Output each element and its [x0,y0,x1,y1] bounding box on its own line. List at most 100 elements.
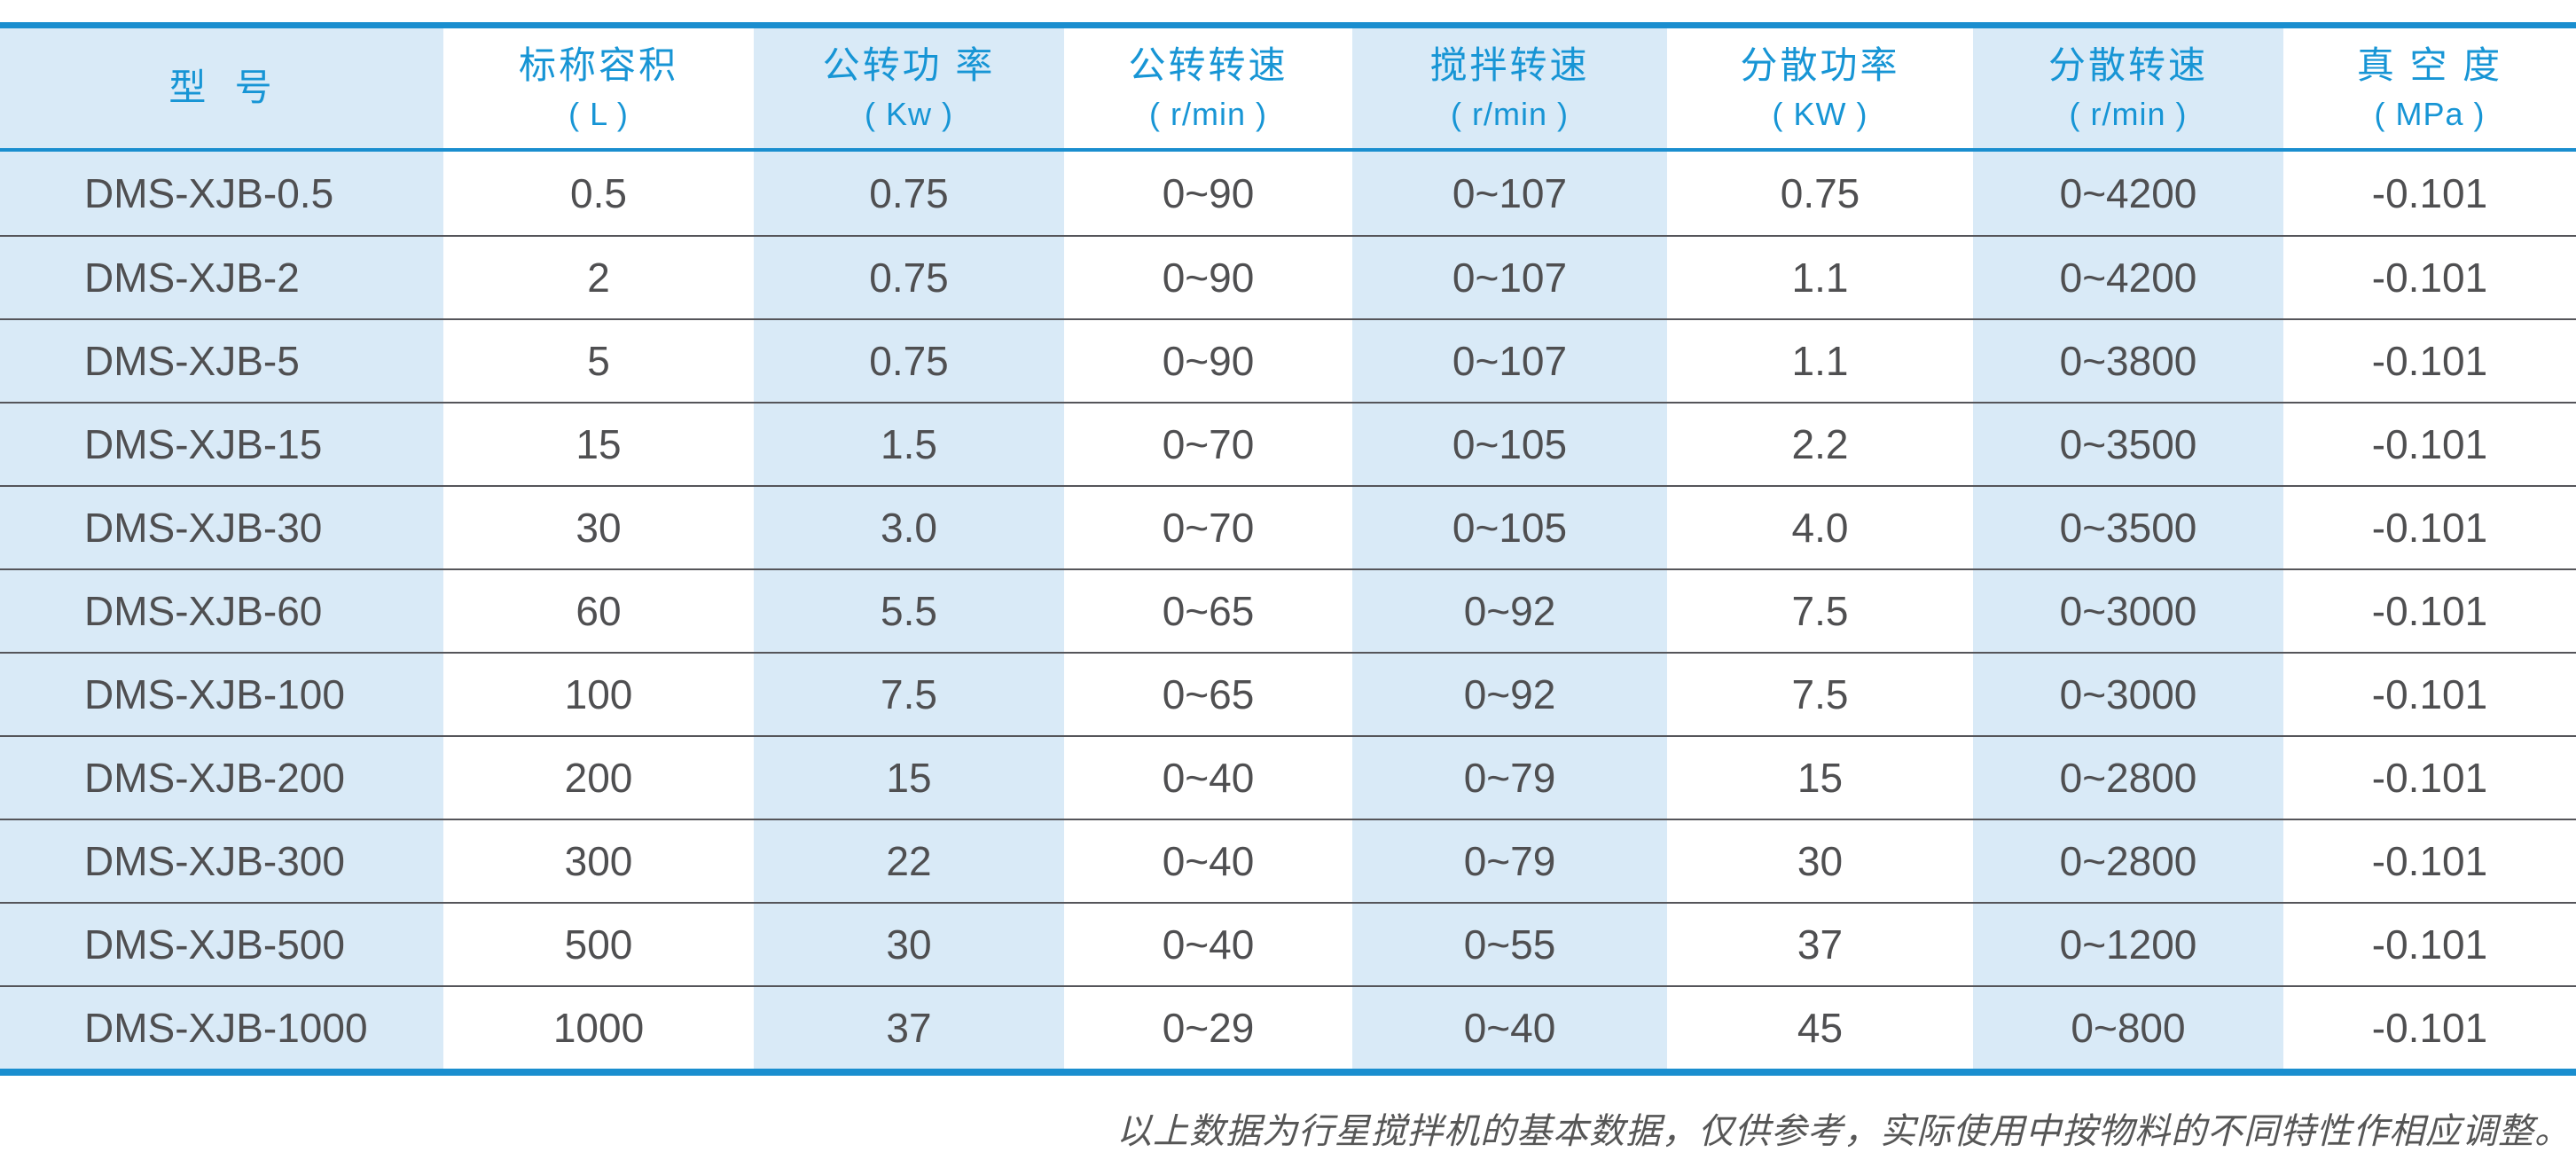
table-row: DMS-XJB-2 2 0.75 0~90 0~107 1.1 0~4200 -0.101 [0,235,2576,318]
value-cell: -0.101 [2283,237,2576,318]
column-title: 搅拌转速 [1429,44,1590,87]
column-header: 型 号 [0,28,443,148]
column-unit: ( MPa ) [2374,95,2486,132]
value-cell: 1.1 [1667,320,1973,402]
value-cell: 30 [1667,820,1973,902]
column-unit: ( KW ) [1772,95,1868,132]
table-row: DMS-XJB-5 5 0.75 0~90 0~107 1.1 0~3800 -0.101 [0,318,2576,402]
value-cell: 1000 [443,987,754,1069]
value-cell: 37 [1667,904,1973,985]
value-cell: 0~3500 [1973,404,2283,485]
table-header-row: 型 号 标称容积 ( L ) 公转功 率 ( Kw ) 公转转速 ( r/min… [0,28,2576,148]
model-cell: DMS-XJB-500 [0,904,443,985]
value-cell: 1.5 [754,404,1064,485]
model-cell: DMS-XJB-15 [0,404,443,485]
value-cell: 0~70 [1064,404,1352,485]
column-unit: ( r/min ) [1149,95,1267,132]
table-row: DMS-XJB-0.5 0.5 0.75 0~90 0~107 0.75 0~4200 -0.… [0,152,2576,235]
value-cell: 0~90 [1064,237,1352,318]
value-cell: 100 [443,654,754,735]
value-cell: 0~79 [1352,737,1667,819]
value-cell: -0.101 [2283,152,2576,235]
column-unit: ( L ) [568,95,629,132]
column-title: 标称容积 [518,44,678,87]
value-cell: 2.2 [1667,404,1973,485]
value-cell: 0~2800 [1973,820,2283,902]
value-cell: 0~40 [1064,737,1352,819]
value-cell: 0~107 [1352,237,1667,318]
column-header: 真 空 度 ( MPa ) [2283,28,2576,148]
value-cell: -0.101 [2283,737,2576,819]
model-cell: DMS-XJB-1000 [0,987,443,1069]
value-cell: 37 [754,987,1064,1069]
column-header: 公转功 率 ( Kw ) [754,28,1064,148]
column-header: 分散转速 ( r/min ) [1973,28,2283,148]
value-cell: 0~107 [1352,320,1667,402]
value-cell: 300 [443,820,754,902]
column-header: 分散功率 ( KW ) [1667,28,1973,148]
value-cell: 0~3000 [1973,570,2283,652]
value-cell: 4.0 [1667,487,1973,568]
value-cell: 22 [754,820,1064,902]
model-cell: DMS-XJB-100 [0,654,443,735]
value-cell: 0~40 [1064,820,1352,902]
model-cell: DMS-XJB-30 [0,487,443,568]
value-cell: 30 [754,904,1064,985]
column-title: 公转功 率 [822,44,996,87]
value-cell: 0~40 [1352,987,1667,1069]
column-unit: ( Kw ) [865,95,953,132]
value-cell: 0~3800 [1973,320,2283,402]
value-cell: 0.75 [754,152,1064,235]
value-cell: 5 [443,320,754,402]
table-row: DMS-XJB-1000 1000 37 0~29 0~40 45 0~800 -0.101 [0,985,2576,1069]
value-cell: 15 [1667,737,1973,819]
value-cell: -0.101 [2283,820,2576,902]
value-cell: 0.75 [1667,152,1973,235]
value-cell: 0~40 [1064,904,1352,985]
value-cell: 0~105 [1352,404,1667,485]
value-cell: 5.5 [754,570,1064,652]
table-row: DMS-XJB-60 60 5.5 0~65 0~92 7.5 0~3000 -0.101 [0,568,2576,652]
value-cell: 0~65 [1064,570,1352,652]
model-cell: DMS-XJB-200 [0,737,443,819]
table-row: DMS-XJB-300 300 22 0~40 0~79 30 0~2800 -0.101 [0,819,2576,902]
value-cell: 0~55 [1352,904,1667,985]
value-cell: 500 [443,904,754,985]
table-body: DMS-XJB-0.5 0.5 0.75 0~90 0~107 0.75 0~4200 -0.… [0,152,2576,1069]
value-cell: 0.75 [754,237,1064,318]
column-unit: ( r/min ) [2069,95,2188,132]
column-header: 公转转速 ( r/min ) [1064,28,1352,148]
value-cell: 0~3000 [1973,654,2283,735]
value-cell: 0~90 [1064,152,1352,235]
value-cell: 7.5 [754,654,1064,735]
value-cell: 0~1200 [1973,904,2283,985]
value-cell: -0.101 [2283,570,2576,652]
value-cell: 0~2800 [1973,737,2283,819]
model-cell: DMS-XJB-60 [0,570,443,652]
value-cell: 0~29 [1064,987,1352,1069]
value-cell: -0.101 [2283,904,2576,985]
value-cell: 0~105 [1352,487,1667,568]
value-cell: -0.101 [2283,487,2576,568]
value-cell: 7.5 [1667,570,1973,652]
column-unit: ( r/min ) [1451,95,1569,132]
model-cell: DMS-XJB-300 [0,820,443,902]
footnote-text: 以上数据为行星搅拌机的基本数据，仅供参考，实际使用中按物料的不同特性作相应调整。 [1116,1111,2571,1151]
value-cell: 200 [443,737,754,819]
value-cell: 3.0 [754,487,1064,568]
table-bottom-border [0,1069,2576,1076]
column-title: 分散转速 [2047,44,2208,87]
value-cell: 0~4200 [1973,237,2283,318]
value-cell: 0~79 [1352,820,1667,902]
table-row: DMS-XJB-500 500 30 0~40 0~55 37 0~1200 -0.101 [0,902,2576,985]
value-cell: 7.5 [1667,654,1973,735]
value-cell: 1.1 [1667,237,1973,318]
value-cell: -0.101 [2283,654,2576,735]
spec-table: 型 号 标称容积 ( L ) 公转功 率 ( Kw ) 公转转速 ( r/min… [0,22,2576,1076]
table-top-border [0,22,2576,28]
value-cell: 0~70 [1064,487,1352,568]
value-cell: 0~4200 [1973,152,2283,235]
column-title: 型 号 [168,67,275,109]
value-cell: -0.101 [2283,987,2576,1069]
